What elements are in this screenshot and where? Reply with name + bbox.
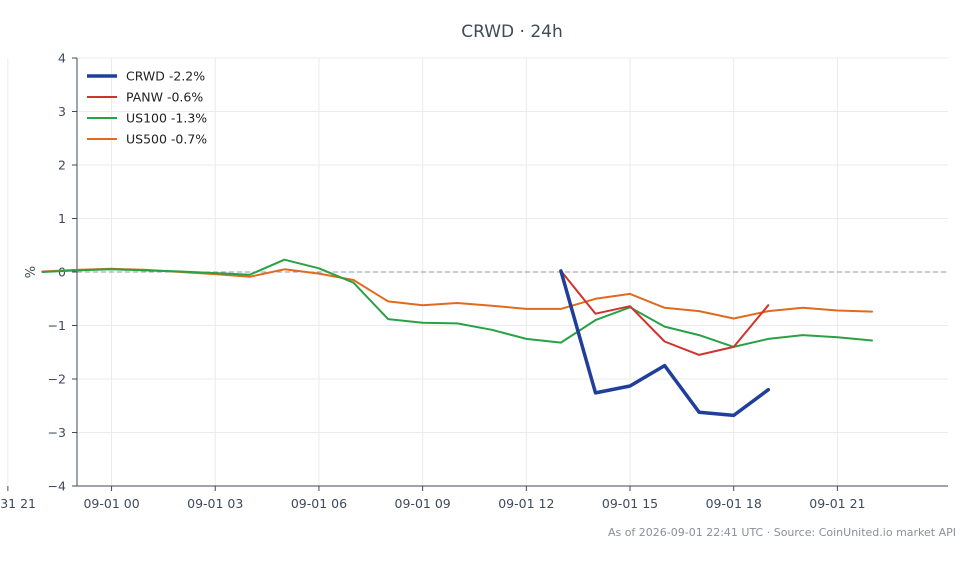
legend-label: PANW -0.6% [126,90,203,105]
legend-label: US100 -1.3% [126,111,207,126]
x-axis-ticks: 08-31 21 09-01 00 09-01 03 09-01 06 09-01 09… [0,486,865,511]
x-tick-label: 08-31 21 [0,496,36,511]
x-tick-label: 09-01 03 [187,496,243,511]
x-tick-label: 09-01 18 [706,496,762,511]
y-tick-label: −1 [48,318,66,333]
chart-title: CRWD · 24h [461,22,563,42]
x-tick-label: 09-01 00 [83,496,139,511]
y-tick-label: −3 [48,425,66,440]
y-tick-label: 2 [58,158,66,173]
y-tick-label: 4 [58,51,66,66]
y-tick-label: −4 [48,479,66,494]
x-tick-label: 09-01 06 [291,496,347,511]
source-footer: As of 2026-09-01 22:41 UTC · Source: Coi… [607,526,956,539]
y-tick-label: 3 [58,104,66,119]
legend-label: CRWD -2.2% [126,69,205,84]
y-tick-label: −2 [48,372,66,387]
legend-label: US500 -0.7% [126,132,207,147]
series-lines [41,258,873,418]
series-line-us500 [41,267,873,320]
x-tick-label: 09-01 09 [395,496,451,511]
series-line-panw [559,269,770,356]
y-axis-label: % [24,266,39,278]
series-line-crwd [559,269,771,418]
y-tick-label: 1 [58,211,66,226]
legend: CRWD -2.2% PANW -0.6% US100 -1.3% US500 -0.… [87,69,207,147]
x-tick-label: 09-01 12 [498,496,554,511]
x-tick-label: 09-01 15 [602,496,658,511]
x-tick-label: 09-01 21 [809,496,865,511]
